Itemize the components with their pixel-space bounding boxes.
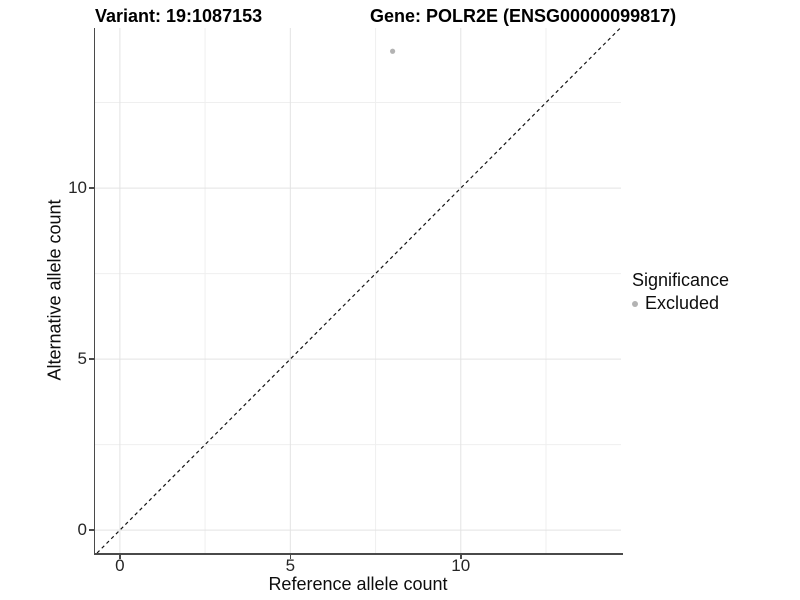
plot-panel	[95, 28, 621, 553]
legend-item-label: Excluded	[645, 293, 720, 313]
y-axis-tick	[89, 358, 94, 360]
y-tick-label: 10	[68, 178, 87, 198]
y-axis-tick	[89, 529, 94, 531]
legend-item-excluded: Excluded	[632, 293, 729, 314]
x-axis-tick	[460, 554, 462, 559]
plot-title-variant: Variant: 19:1087153	[95, 6, 263, 26]
x-axis-title: Reference allele count	[268, 574, 448, 594]
legend: Significance Excluded	[632, 270, 729, 314]
y-axis-tick	[89, 187, 94, 189]
y-tick-label: 5	[77, 349, 87, 369]
x-tick-label: 10	[451, 556, 471, 575]
data-point-excluded	[390, 48, 396, 54]
legend-title: Significance	[632, 270, 730, 290]
x-tick-label: 0	[115, 556, 125, 575]
identity-reference-line	[96, 28, 621, 553]
plot-canvas	[95, 28, 621, 553]
x-axis-tick	[289, 554, 292, 559]
x-axis-line	[93, 553, 623, 555]
y-axis-line	[93, 28, 95, 555]
y-tick-label: 0	[77, 520, 87, 540]
x-tick-label: 5	[285, 556, 296, 575]
x-axis-tick	[119, 554, 121, 559]
excluded-marker-swatch	[632, 300, 638, 307]
plot-title-gene: Gene: POLR2E (ENSG00000099817)	[370, 6, 677, 26]
